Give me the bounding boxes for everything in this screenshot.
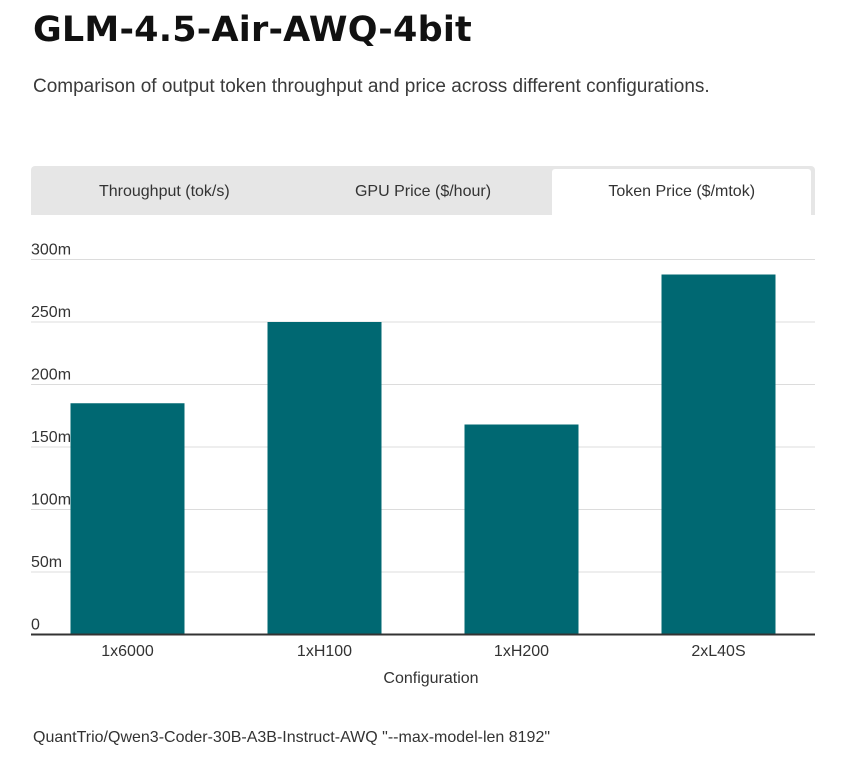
tab-token-price-label: Token Price ($/mtok) (608, 183, 756, 200)
bar (70, 403, 185, 635)
y-tick-label: 0 (31, 617, 40, 634)
tab-gpu-price-label: GPU Price ($/hour) (354, 183, 492, 200)
y-tick-label: 100m (31, 492, 71, 509)
y-tick-label: 300m (31, 242, 71, 259)
footer-note: QuantTrio/Qwen3-Coder-30B-A3B-Instruct-A… (33, 729, 551, 746)
y-tick-label: 200m (31, 367, 71, 384)
tab-token-price[interactable]: Token Price ($/mtok) (552, 169, 812, 215)
x-tick-label: 1x6000 (101, 643, 154, 660)
bar (661, 274, 776, 635)
metric-tabs: Throughput (tok/s) GPU Price ($/hour) To… (31, 166, 815, 215)
y-tick-label: 50m (31, 554, 62, 571)
bar-chart: 0 50m 100m 150m 200m 250m 300m 1x6000 1xH100 1xH2… (31, 242, 815, 687)
page-subtitle: Comparison of output token throughput an… (33, 76, 710, 97)
page-title: GLM-4.5-Air-AWQ-4bit (33, 10, 472, 50)
tab-gpu-price[interactable]: GPU Price ($/hour) (294, 169, 553, 215)
y-tick-label: 150m (31, 429, 71, 446)
x-axis-title: Configuration (383, 670, 478, 687)
x-tick-label: 1xH100 (297, 643, 352, 660)
bar (267, 322, 382, 635)
x-tick-label: 1xH200 (494, 643, 549, 660)
tab-throughput[interactable]: Throughput (tok/s) (35, 169, 294, 215)
y-tick-label: 250m (31, 304, 71, 321)
x-tick-label: 2xL40S (691, 643, 745, 660)
bar (464, 424, 579, 635)
tab-throughput-label: Throughput (tok/s) (98, 183, 230, 200)
